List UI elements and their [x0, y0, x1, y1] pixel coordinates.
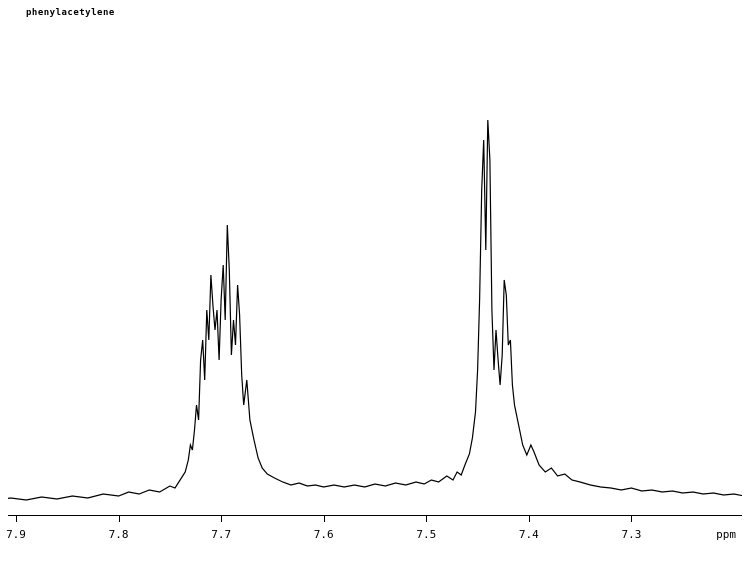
x-tick-label: 7.9: [6, 528, 26, 541]
x-tick: [119, 516, 120, 522]
x-tick: [529, 516, 530, 522]
chart-title: phenylacetylene: [26, 8, 115, 18]
spectrum-trace: [8, 20, 742, 515]
x-tick: [426, 516, 427, 522]
x-tick-label: 7.6: [314, 528, 334, 541]
x-tick-label: 7.8: [109, 528, 129, 541]
x-axis-unit: ppm: [716, 528, 736, 541]
x-tick-label: 7.4: [519, 528, 539, 541]
plot-area: [8, 20, 742, 515]
x-tick-label: 7.5: [416, 528, 436, 541]
x-tick: [221, 516, 222, 522]
x-tick-label: 7.7: [211, 528, 231, 541]
x-tick: [631, 516, 632, 522]
x-tick-label: 7.3: [621, 528, 641, 541]
x-tick: [324, 516, 325, 522]
x-tick: [16, 516, 17, 522]
